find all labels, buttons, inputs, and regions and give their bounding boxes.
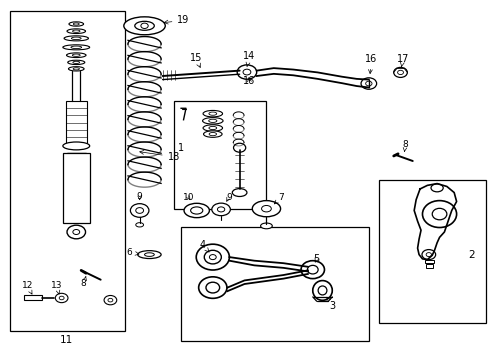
Text: 9: 9 — [225, 193, 231, 202]
Text: 19: 19 — [164, 15, 189, 26]
Ellipse shape — [209, 132, 216, 136]
Bar — [10, 12, 125, 330]
Bar — [378, 180, 485, 323]
Ellipse shape — [130, 204, 149, 217]
Ellipse shape — [430, 184, 442, 192]
Bar — [24, 296, 42, 300]
Ellipse shape — [104, 296, 117, 305]
Ellipse shape — [318, 286, 326, 295]
Ellipse shape — [64, 36, 88, 41]
Text: 8: 8 — [402, 140, 407, 152]
Ellipse shape — [312, 280, 331, 300]
Ellipse shape — [135, 21, 154, 30]
Ellipse shape — [68, 60, 84, 64]
Ellipse shape — [425, 253, 430, 257]
Ellipse shape — [233, 143, 245, 152]
Ellipse shape — [72, 54, 80, 57]
Ellipse shape — [67, 225, 85, 239]
Text: 9: 9 — [137, 192, 142, 201]
Bar — [425, 264, 432, 268]
Text: 16: 16 — [243, 76, 255, 86]
Ellipse shape — [123, 17, 165, 35]
Text: 11: 11 — [60, 334, 73, 345]
Ellipse shape — [71, 37, 81, 40]
Bar — [424, 260, 433, 263]
Bar — [66, 153, 86, 209]
Ellipse shape — [67, 29, 85, 33]
Ellipse shape — [393, 67, 407, 77]
Bar — [65, 101, 87, 144]
Bar — [181, 226, 368, 341]
Ellipse shape — [360, 78, 376, 89]
Ellipse shape — [209, 255, 216, 260]
Ellipse shape — [138, 251, 161, 258]
Ellipse shape — [73, 229, 80, 234]
Ellipse shape — [69, 22, 83, 26]
Ellipse shape — [144, 253, 154, 256]
Ellipse shape — [66, 53, 86, 58]
Ellipse shape — [237, 65, 256, 79]
Text: 15: 15 — [189, 53, 202, 67]
Ellipse shape — [208, 112, 216, 115]
Ellipse shape — [208, 126, 216, 130]
Ellipse shape — [68, 67, 84, 71]
Ellipse shape — [198, 277, 226, 298]
Text: 13: 13 — [51, 281, 62, 294]
Ellipse shape — [183, 203, 209, 218]
Ellipse shape — [307, 265, 318, 274]
Text: 2: 2 — [467, 250, 473, 260]
Ellipse shape — [204, 250, 221, 264]
Ellipse shape — [73, 23, 79, 25]
Ellipse shape — [63, 45, 89, 50]
Ellipse shape — [72, 30, 80, 32]
Ellipse shape — [63, 142, 89, 150]
Ellipse shape — [252, 201, 280, 217]
Ellipse shape — [203, 125, 222, 131]
Ellipse shape — [136, 208, 143, 213]
Ellipse shape — [261, 206, 271, 212]
Ellipse shape — [108, 298, 113, 302]
Ellipse shape — [217, 207, 224, 212]
Ellipse shape — [190, 207, 203, 214]
Ellipse shape — [203, 111, 222, 117]
Ellipse shape — [211, 203, 230, 216]
Text: 4: 4 — [200, 240, 208, 252]
Ellipse shape — [208, 119, 217, 122]
Text: 8: 8 — [81, 276, 86, 288]
Ellipse shape — [55, 293, 68, 303]
Ellipse shape — [431, 208, 446, 220]
Text: 6: 6 — [126, 248, 139, 257]
Text: 17: 17 — [396, 54, 408, 67]
Ellipse shape — [59, 296, 64, 300]
Ellipse shape — [422, 201, 456, 228]
Text: 5: 5 — [313, 254, 319, 264]
Ellipse shape — [196, 244, 229, 270]
Ellipse shape — [301, 261, 324, 279]
Text: 12: 12 — [22, 281, 33, 294]
Ellipse shape — [205, 282, 219, 293]
Ellipse shape — [202, 118, 223, 124]
Bar — [173, 101, 266, 209]
Ellipse shape — [232, 189, 246, 197]
Ellipse shape — [73, 61, 80, 63]
Text: 18: 18 — [140, 150, 180, 162]
Ellipse shape — [243, 69, 250, 75]
Text: 10: 10 — [183, 193, 194, 202]
Text: 3: 3 — [326, 297, 335, 311]
Ellipse shape — [73, 68, 79, 70]
Ellipse shape — [203, 131, 222, 137]
Text: 7: 7 — [274, 193, 284, 204]
Text: 16: 16 — [365, 54, 377, 73]
Text: 14: 14 — [243, 51, 255, 67]
Text: 1: 1 — [178, 143, 184, 153]
Ellipse shape — [136, 223, 143, 227]
Ellipse shape — [141, 23, 148, 28]
Ellipse shape — [365, 81, 371, 86]
Ellipse shape — [421, 249, 435, 260]
Ellipse shape — [397, 70, 403, 75]
Ellipse shape — [260, 223, 272, 229]
Bar — [62, 153, 90, 223]
Ellipse shape — [71, 46, 81, 49]
